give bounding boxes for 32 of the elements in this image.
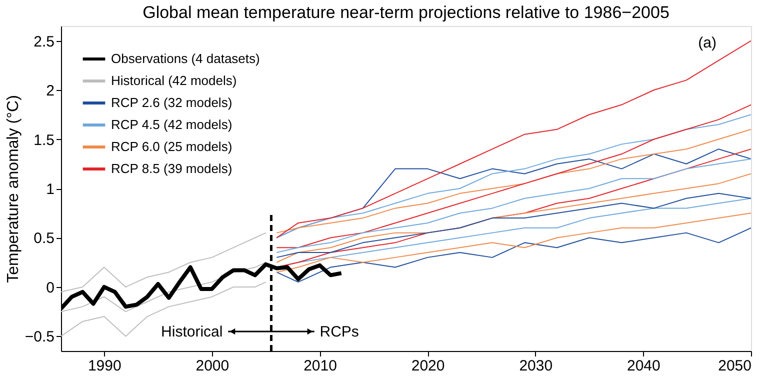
legend-label: Historical (42 models) — [111, 73, 237, 88]
x-tick-label: 2040 — [627, 358, 660, 374]
legend-label: RCP 8.5 (39 models) — [111, 161, 232, 176]
x-tick-label: 2030 — [519, 358, 553, 374]
x-tick-label: 1990 — [88, 358, 122, 374]
x-tick-label: 2050 — [718, 358, 752, 374]
y-tick-label: 2.5 — [34, 33, 54, 50]
legend-label: RCP 6.0 (25 models) — [111, 139, 232, 154]
legend-label: RCP 2.6 (32 models) — [111, 95, 232, 110]
line-series — [276, 212, 751, 273]
annotation: (a) — [698, 34, 716, 52]
y-axis-title: Temperature anomaly (°C) — [4, 95, 22, 283]
line-series — [276, 128, 751, 234]
y-tick-label: 1.5 — [34, 132, 54, 149]
x-tick-label: 2010 — [304, 358, 337, 374]
y-tick-label: 0 — [46, 279, 54, 296]
line-series — [276, 192, 751, 258]
line-series — [276, 227, 751, 283]
x-tick-label: 2000 — [196, 358, 230, 374]
line-series — [276, 158, 751, 254]
legend-label: RCP 4.5 (42 models) — [111, 117, 232, 132]
y-tick-label: 2 — [46, 82, 54, 100]
legend-label: Observations (4 datasets) — [111, 51, 260, 66]
annotation: Historical — [161, 324, 223, 340]
y-tick-label: −0.5 — [24, 328, 54, 346]
y-tick-label: 0.5 — [34, 230, 54, 248]
x-tick-label: 2020 — [411, 358, 445, 374]
annotation: RCPs — [320, 324, 359, 340]
y-tick-label: 1 — [46, 181, 54, 198]
chart-title: Global mean temperature near-term projections relative to 1986−2005 — [142, 3, 670, 22]
line-series — [61, 232, 266, 292]
line-series — [61, 282, 266, 337]
